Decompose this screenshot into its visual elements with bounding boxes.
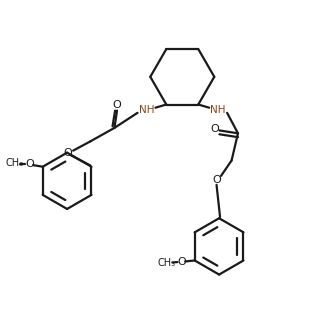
Text: CH₃: CH₃ <box>158 258 176 268</box>
Text: O: O <box>25 159 34 169</box>
Text: O: O <box>113 100 121 110</box>
Text: O: O <box>63 148 72 158</box>
Text: NH: NH <box>139 105 154 115</box>
Text: O: O <box>177 257 186 267</box>
Text: NH: NH <box>210 105 226 115</box>
Text: CH₃: CH₃ <box>6 158 24 168</box>
Text: O: O <box>211 124 219 134</box>
Text: O: O <box>213 175 222 185</box>
